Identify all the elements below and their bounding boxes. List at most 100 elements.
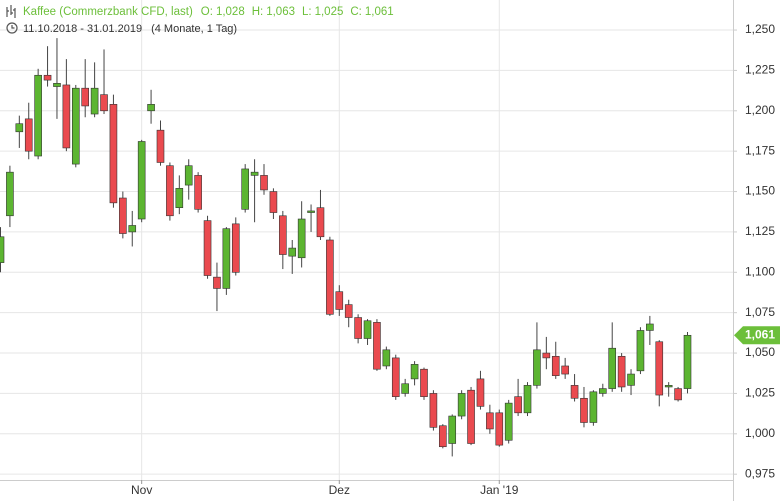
candle-body (580, 397, 588, 423)
candle-body (335, 291, 344, 310)
candle-body (231, 223, 240, 273)
clock-hand (11, 25, 15, 29)
y-tick-label: 1,175 (745, 143, 775, 157)
candle-body (137, 141, 146, 220)
period: (4 Monate, 1 Tag) (151, 23, 237, 35)
candle-body (420, 368, 428, 397)
candle-body (81, 87, 89, 107)
candle-body (655, 341, 664, 396)
candle-body (354, 317, 362, 339)
y-tick-label: 1,200 (745, 103, 775, 117)
candle-body (279, 215, 287, 255)
candle-body (213, 276, 221, 289)
candle-body (119, 197, 127, 234)
candle-body (410, 364, 419, 380)
candle-body (523, 385, 532, 414)
candle-body (457, 393, 466, 417)
candle-body (316, 207, 325, 238)
candle-body (674, 388, 682, 401)
y-tick-label: 0,975 (745, 466, 775, 480)
y-tick-label: 1,250 (745, 22, 775, 36)
x-tick-label: Nov (131, 483, 152, 497)
candle-body (156, 129, 165, 163)
last-price-label: 1,061 (745, 327, 775, 341)
header: Kaffee (Commerzbank CFD, last) O: 1,028 H: 1… (23, 6, 394, 18)
candle-body (147, 104, 155, 112)
candle-body (184, 165, 193, 186)
candle-body (589, 391, 598, 423)
candle-body (241, 168, 249, 210)
candle-body (439, 425, 447, 448)
y-tick-label: 1,150 (745, 184, 775, 198)
ohlc-value: 1,025 (315, 6, 344, 18)
candle-body (551, 355, 560, 376)
candle-body (617, 355, 626, 388)
chart-icon (6, 5, 16, 18)
date-range-text: 11.10.2018 - 31.01.2019 (23, 23, 142, 35)
candle-body (636, 330, 645, 372)
ohlc-label: H: (252, 6, 264, 18)
candle-body (62, 84, 71, 149)
y-tick-label: 1,025 (745, 386, 775, 400)
ohlc-label: L: (302, 6, 312, 18)
candle-body (467, 389, 475, 444)
candle-body (71, 87, 80, 165)
date-range: 11.10.2018 - 31.01.2019 (4 Monate, 1 Tag) (23, 23, 237, 35)
ohlc-value: 1,063 (266, 6, 295, 18)
y-tick-label: 1,125 (745, 224, 775, 238)
ohlc-label: C: (350, 6, 362, 18)
candle-body (222, 228, 231, 289)
candle-body (250, 171, 259, 176)
y-tick-label: 1,075 (745, 305, 775, 319)
candle-body (297, 218, 306, 259)
candle-body (24, 118, 33, 152)
candle-body (561, 365, 569, 375)
candle-body (429, 393, 438, 428)
candle-body (391, 357, 400, 397)
chart-title: Kaffee (Commerzbank CFD, last) (23, 6, 193, 18)
candle-body (34, 74, 42, 157)
candle-body (175, 188, 184, 208)
y-tick-label: 1,000 (745, 426, 775, 440)
candle-body (326, 239, 334, 315)
candle-body (683, 334, 692, 389)
candle-body (203, 220, 212, 276)
x-tick-label: Dez (329, 483, 350, 497)
candle-body (570, 385, 579, 399)
candle-body (627, 373, 635, 386)
y-tick-label: 1,050 (745, 345, 775, 359)
ohlc-value: 1,028 (216, 6, 245, 18)
candle-body (608, 347, 617, 389)
candle-body (599, 388, 607, 394)
candle-body (128, 225, 137, 233)
candle-body (486, 412, 494, 430)
clock-icon (6, 22, 18, 34)
candle-body (166, 165, 174, 217)
ohlc-value: 1,061 (365, 6, 394, 18)
candle-body (664, 385, 673, 388)
candle-body (53, 83, 61, 87)
candle-body (15, 123, 24, 133)
candle-body (269, 191, 278, 213)
candle-body (495, 412, 504, 446)
y-tick-label: 1,100 (745, 264, 775, 278)
candle-body (307, 210, 315, 213)
candle-body (194, 175, 202, 210)
candle-body (344, 304, 353, 318)
candle-body (109, 104, 118, 204)
candle-body (401, 383, 409, 394)
ohlc-label: O: (201, 6, 213, 18)
candle-body (0, 236, 5, 263)
candle-body (260, 175, 268, 191)
last-price-tag (734, 326, 780, 345)
candle-body (504, 402, 513, 441)
candle-body (100, 94, 108, 112)
candle-body (448, 415, 457, 444)
candle-body (382, 349, 391, 367)
x-tick-label: Jan '19 (480, 483, 519, 497)
candle-body (6, 171, 14, 217)
y-tick-label: 1,225 (745, 63, 775, 77)
candle-body (363, 320, 372, 339)
candle-body (646, 323, 654, 331)
